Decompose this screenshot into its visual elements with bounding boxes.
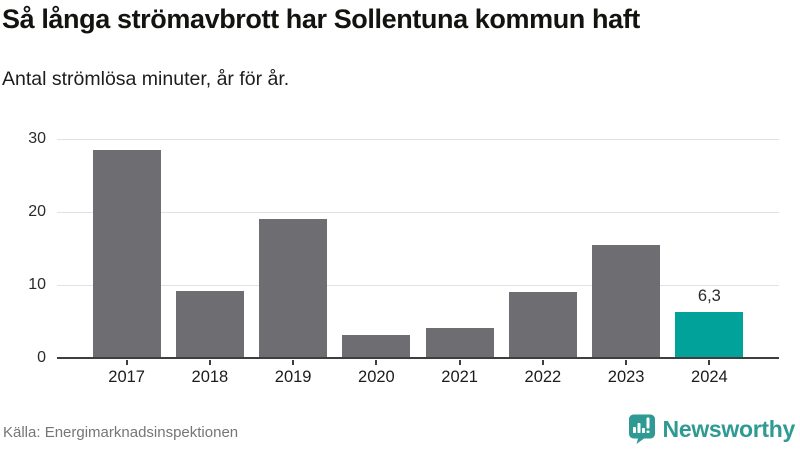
bar bbox=[592, 244, 661, 358]
bar-value-label: 6,3 bbox=[697, 286, 721, 305]
x-axis-tick bbox=[375, 360, 378, 365]
x-axis-tick-label: 2023 bbox=[607, 368, 645, 386]
x-axis-tick-label: 2017 bbox=[108, 368, 145, 386]
y-axis-tick-label: 10 bbox=[28, 275, 46, 293]
bar bbox=[92, 149, 161, 358]
x-axis-tick bbox=[625, 360, 628, 365]
bar bbox=[175, 290, 244, 358]
bar-group: 2018 bbox=[168, 139, 251, 386]
x-axis-tick bbox=[541, 360, 544, 365]
bar bbox=[675, 312, 744, 358]
x-axis-tick-label: 2024 bbox=[691, 368, 728, 386]
bar bbox=[508, 291, 577, 358]
newsworthy-logo-icon bbox=[628, 414, 655, 444]
chart-title: Så långa strömavbrott har Sollentuna kom… bbox=[2, 4, 640, 34]
bar-group: 6,3 2024 bbox=[668, 139, 751, 386]
y-axis-tick-label: 30 bbox=[28, 130, 46, 147]
x-axis-tick bbox=[292, 360, 295, 365]
bar bbox=[425, 328, 494, 358]
x-axis-tick bbox=[458, 360, 461, 365]
bars-container: 2017 2018 2019 2020 2021 2022 2023 6,3 2024 bbox=[85, 139, 751, 386]
gridline bbox=[57, 284, 779, 286]
x-axis-line bbox=[57, 356, 779, 359]
x-axis-tick-label: 2021 bbox=[441, 368, 478, 386]
bar-group: 2020 bbox=[335, 139, 418, 386]
bar-group: 2019 bbox=[252, 139, 335, 386]
x-axis-tick-label: 2019 bbox=[274, 368, 312, 386]
bar-group: 2023 bbox=[585, 139, 668, 386]
bar bbox=[259, 218, 328, 358]
newsworthy-logo-text: Newsworthy bbox=[662, 415, 796, 442]
newsworthy-brand: Newsworthy bbox=[628, 414, 795, 444]
bar bbox=[342, 334, 411, 358]
x-axis-tick-label: 2020 bbox=[358, 368, 395, 386]
y-axis-tick-label: 0 bbox=[37, 349, 46, 366]
source-note: Källa: Energimarknadsinspektionen bbox=[3, 424, 239, 441]
bar-group: 2017 bbox=[85, 139, 168, 386]
chart-subtitle: Antal strömlösa minuter, år för år. bbox=[2, 68, 290, 90]
x-axis-tick bbox=[708, 360, 711, 365]
gridline bbox=[57, 211, 779, 213]
gridline bbox=[57, 139, 779, 140]
x-axis-tick bbox=[208, 360, 211, 365]
x-axis-tick-label: 2018 bbox=[191, 368, 229, 386]
bar-chart: 2017 2018 2019 2020 2021 2022 2023 6,3 2024 0 10 2… bbox=[0, 120, 800, 405]
y-axis-tick-label: 20 bbox=[28, 202, 46, 220]
x-axis-tick-label: 2022 bbox=[524, 368, 562, 386]
bar-group: 2021 bbox=[418, 139, 501, 386]
bar-group: 2022 bbox=[501, 139, 584, 386]
x-axis-tick bbox=[125, 360, 128, 365]
plot-area: 2017 2018 2019 2020 2021 2022 2023 6,3 2024 0 10 2… bbox=[28, 131, 779, 386]
